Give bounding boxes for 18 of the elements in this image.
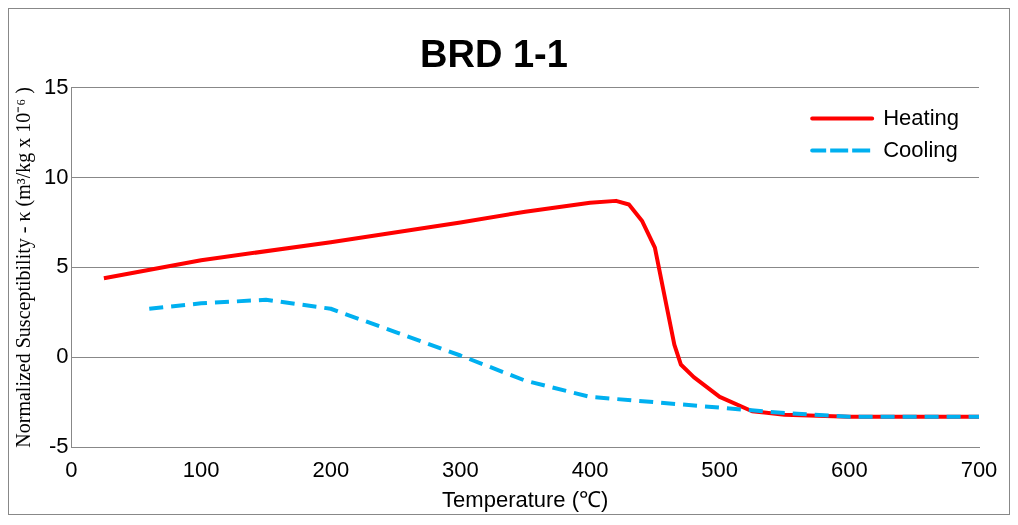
y-tick-label: 5	[56, 253, 69, 279]
y-tick-label: 15	[43, 73, 69, 99]
legend-label: Heating	[883, 104, 960, 130]
y-tick-label: -5	[48, 433, 69, 459]
y-axis-title: Normalized Susceptibility - κ (m³/kg x 10⁻⁶ )	[12, 87, 36, 448]
x-tick-label: 100	[182, 457, 220, 483]
x-tick-label: 600	[830, 457, 868, 483]
x-axis-title: Temperature (℃)	[442, 486, 609, 512]
x-tick-label: 700	[960, 457, 998, 483]
y-tick-label: 10	[43, 163, 69, 189]
x-tick-label: 500	[701, 457, 739, 483]
x-tick-label: 400	[571, 457, 609, 483]
line-series	[147, 297, 979, 419]
x-tick-label: 200	[312, 457, 350, 483]
y-tick-label: 0	[56, 343, 69, 369]
legend-label: Cooling	[883, 136, 958, 162]
chart-title: BRD 1-1	[420, 33, 568, 76]
x-tick-label: 300	[442, 457, 479, 483]
